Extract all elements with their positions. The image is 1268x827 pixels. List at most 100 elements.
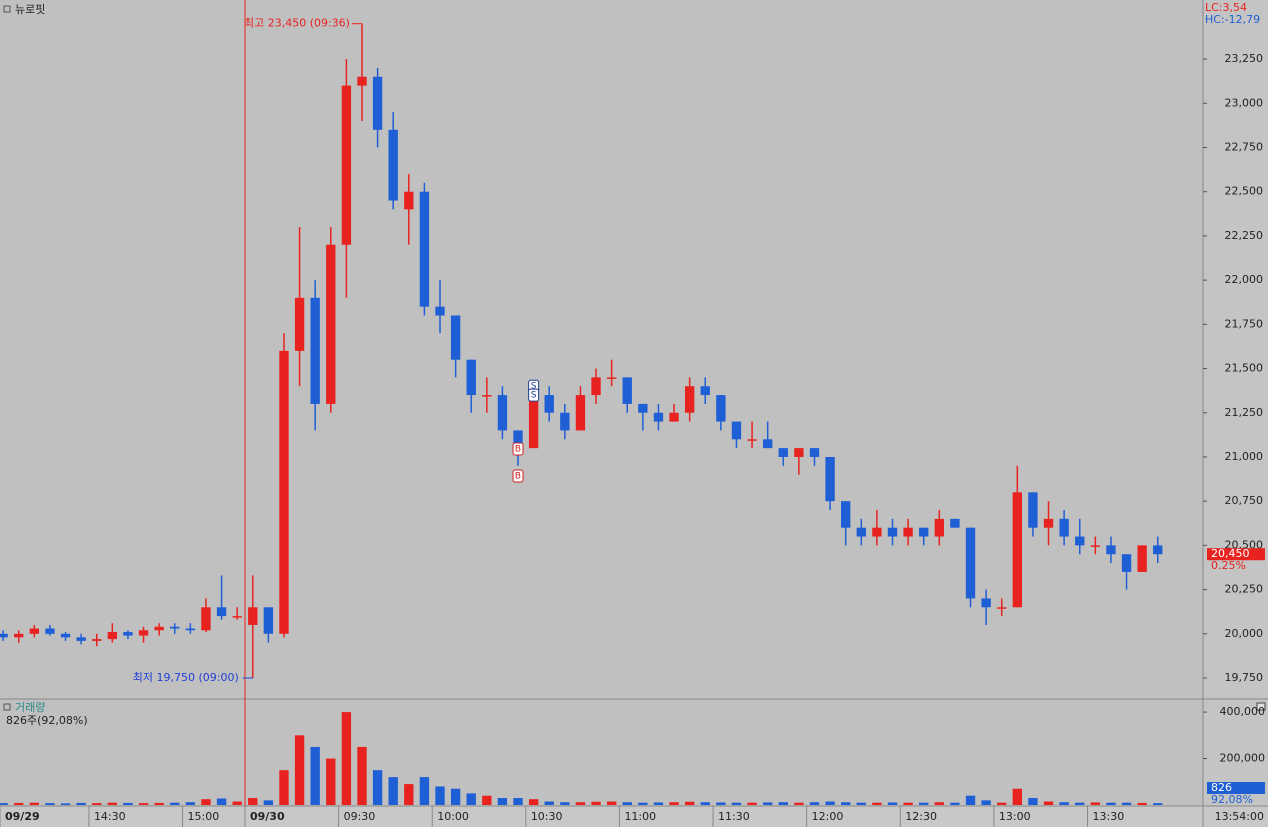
volume-bar (684, 801, 695, 805)
volume-bar (700, 802, 710, 805)
candle-body (60, 633, 71, 638)
candle-body (154, 626, 164, 631)
candle-body (1090, 545, 1101, 547)
volume-bar (138, 803, 149, 805)
candle-body (513, 430, 523, 449)
candle-body (138, 630, 149, 636)
volume-bar (1153, 803, 1163, 805)
candle-body (1137, 545, 1147, 572)
axis-area (1203, 0, 1268, 827)
x-tick-label: 14:30 (94, 810, 126, 823)
candle-body (248, 607, 258, 625)
candle-body (653, 412, 664, 422)
volume-bar (497, 798, 508, 805)
volume-bar (544, 801, 554, 805)
volume-bar (1028, 798, 1038, 805)
candle-body (731, 421, 742, 440)
candle-body (294, 297, 305, 351)
close-button[interactable] (1256, 702, 1266, 711)
volume-bar (591, 801, 601, 805)
y-tick-label: 19,750 (1225, 671, 1264, 684)
candle-body (107, 632, 118, 640)
volume-bar (201, 799, 211, 805)
y-tick-label: 22,500 (1225, 185, 1264, 198)
y-tick-label: 22,250 (1225, 229, 1264, 242)
x-tick-label: 15:00 (188, 810, 220, 823)
y-tick-label: 20,250 (1225, 583, 1264, 596)
candle-body (872, 527, 882, 537)
candle-body (372, 76, 383, 130)
candle-body (1153, 545, 1163, 555)
volume-bar (341, 712, 352, 805)
volume-bar (919, 802, 929, 805)
candle-body (606, 377, 617, 379)
candle-body (1059, 518, 1069, 537)
panel-icon[interactable] (3, 5, 11, 13)
volume-bar (809, 802, 820, 805)
candle-body (575, 395, 586, 431)
candle-body (0, 633, 8, 638)
y-tick-label: 21,250 (1225, 406, 1264, 419)
candle-body (1028, 492, 1038, 528)
candle-body (232, 616, 242, 618)
volume-bar (185, 802, 196, 805)
candle-body (123, 632, 133, 636)
volume-bar (1121, 802, 1132, 805)
signal-marker (512, 442, 524, 456)
volume-bar (92, 803, 102, 805)
x-tick-label: 12:00 (812, 810, 844, 823)
signal-label: S (531, 382, 537, 392)
last-time: 13:54:00 (1215, 810, 1264, 823)
candle-body (185, 628, 196, 631)
y-tick-label: 22,750 (1225, 140, 1264, 153)
candle-body (497, 395, 508, 431)
candle-body (856, 527, 866, 537)
signal-label: B (515, 445, 521, 455)
candle-body (404, 191, 414, 210)
x-tick-label: 09/29 (5, 810, 40, 823)
candle-body (435, 306, 445, 316)
volume-bar (950, 802, 960, 805)
volume-bar (528, 799, 539, 805)
high-note: 최고 23,450 (09:36) (244, 17, 350, 30)
volume-bar (170, 802, 180, 805)
candle-body (684, 386, 695, 413)
volume-bar (981, 800, 991, 805)
last-price-box (1207, 548, 1265, 561)
x-tick-label: 11:30 (718, 810, 750, 823)
y-tick-label: 21,500 (1225, 362, 1264, 375)
candle-body (388, 129, 398, 201)
candle-body (622, 377, 632, 404)
candle-body (1106, 545, 1116, 555)
chart-title: 뉴로핏 (15, 3, 45, 16)
volume-bar (622, 802, 632, 805)
candle-body (466, 359, 476, 396)
candle-body (92, 639, 102, 641)
candle-body (778, 448, 788, 457)
candle-body (762, 439, 773, 449)
volume-bar (216, 798, 227, 805)
candle-body (1075, 536, 1085, 546)
panel-icon[interactable] (3, 703, 11, 711)
candle-body (560, 412, 570, 431)
candle-body (700, 386, 710, 396)
volume-bar (669, 802, 679, 805)
candle-body (934, 518, 944, 537)
candle-body (29, 628, 40, 634)
candle-body (263, 607, 274, 634)
candle-body (76, 637, 86, 641)
y-tick-label: 23,250 (1225, 52, 1264, 65)
last-price: 20,450 (1211, 547, 1250, 560)
x-tick-label: 09/30 (250, 810, 285, 823)
candle-body (841, 501, 851, 528)
volume-bar (653, 802, 664, 805)
volume-bar (29, 802, 40, 805)
volume-bar (1137, 802, 1147, 805)
volume-bar (1090, 802, 1101, 805)
volume-bar (435, 786, 445, 805)
candle-body (919, 527, 929, 537)
volume-bar (934, 802, 944, 805)
candle-body (887, 527, 898, 537)
candle-body (528, 395, 539, 449)
